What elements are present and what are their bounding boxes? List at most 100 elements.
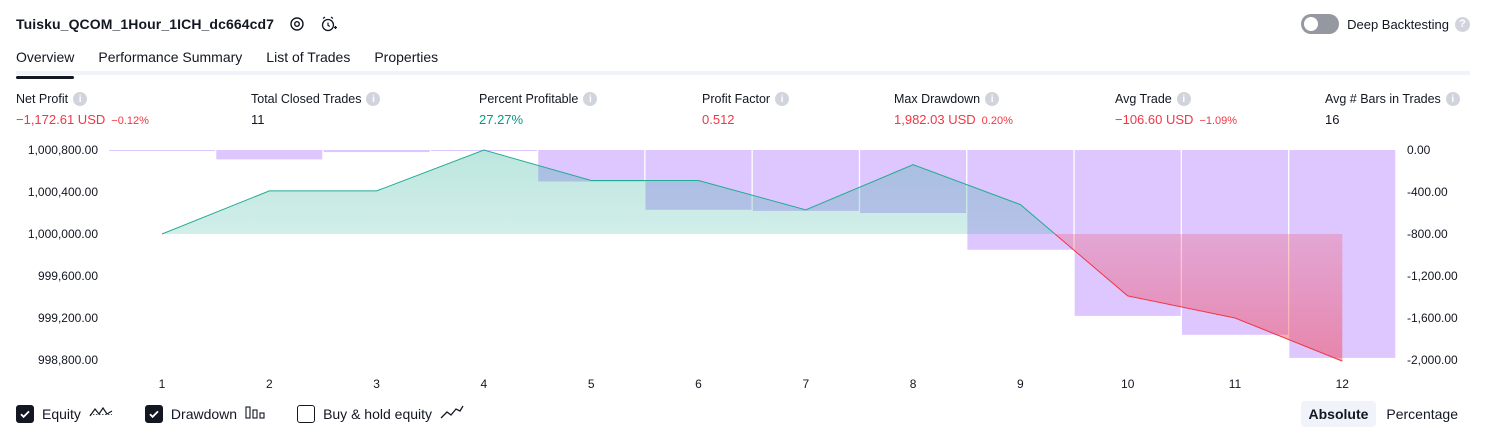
metric-percent: 0.20% bbox=[981, 115, 1013, 127]
left-axis-tick-label: 999,600.00 bbox=[38, 269, 98, 283]
deep-backtesting-toggle[interactable] bbox=[1301, 14, 1340, 34]
x-axis-tick-label: 11 bbox=[1229, 377, 1242, 391]
tab-properties[interactable]: Properties bbox=[374, 49, 439, 65]
right-axis-tick-label: -400.00 bbox=[1407, 185, 1448, 199]
left-axis: 1,000,800.00 1,000,400.00 1,000,000.00 999,… bbox=[28, 143, 98, 367]
metric-value: 27.27% bbox=[479, 112, 524, 127]
equity-area-negative bbox=[162, 234, 1343, 362]
metric-max-drawdown: Max Drawdown i 1,982.03 USD 0.20% bbox=[894, 92, 1013, 127]
metric-value: 11 bbox=[251, 112, 265, 127]
deep-backtesting: Deep Backtesting ? bbox=[1301, 12, 1470, 36]
metric-label: Total Closed Trades bbox=[251, 92, 362, 106]
right-axis-tick-label: 0.00 bbox=[1407, 143, 1431, 157]
left-axis-tick-label: 1,000,400.00 bbox=[28, 185, 98, 199]
equity-point bbox=[698, 180, 699, 181]
equity-point bbox=[483, 149, 484, 150]
metric-value: 1,982.03 USD bbox=[894, 112, 976, 127]
info-icon[interactable]: i bbox=[1176, 92, 1191, 106]
metric-value: 0.512 bbox=[702, 112, 735, 127]
chart-legend: Equity Drawdown Buy & hold equity bbox=[16, 403, 496, 425]
equity-drawdown-chart[interactable]: 1,000,800.00 1,000,400.00 1,000,000.00 999,… bbox=[0, 138, 1486, 396]
buy-hold-checkbox[interactable] bbox=[297, 405, 316, 423]
drawdown-checkbox[interactable] bbox=[144, 405, 163, 423]
right-axis-tick-label: -1,600.00 bbox=[1407, 311, 1458, 325]
x-axis-tick-label: 7 bbox=[802, 377, 809, 391]
metric-value: 16 bbox=[1325, 112, 1340, 127]
legend-equity[interactable]: Equity bbox=[16, 404, 113, 425]
equity-point bbox=[1342, 361, 1343, 362]
right-axis: 0.00 -400.00 -800.00 -1,200.00 -1,600.00 -2,0… bbox=[1407, 143, 1458, 367]
legend-label: Equity bbox=[42, 406, 81, 422]
percentage-button[interactable]: Percentage bbox=[1386, 406, 1458, 422]
metric-percent: −0.12% bbox=[111, 115, 149, 127]
x-axis-tick-label: 6 bbox=[695, 377, 702, 391]
metric-label: Net Profit bbox=[16, 92, 69, 106]
metric-value: −1,172.61 USD bbox=[16, 112, 106, 127]
settings-icon[interactable] bbox=[288, 15, 306, 33]
tab-list-of-trades[interactable]: List of Trades bbox=[266, 49, 351, 65]
equity-checkbox[interactable] bbox=[16, 405, 34, 423]
legend-drawdown[interactable]: Drawdown bbox=[144, 404, 265, 425]
metric-label: Profit Factor bbox=[702, 92, 771, 106]
equity-point bbox=[1020, 204, 1021, 205]
strategy-title: Tuisku_QCOM_1Hour_1ICH_dc664cd7 bbox=[16, 16, 275, 32]
equity-point bbox=[161, 233, 162, 234]
add-alert-icon[interactable] bbox=[320, 15, 338, 33]
tab-performance-summary[interactable]: Performance Summary bbox=[98, 49, 243, 65]
metric-net-profit: Net Profit i −1,172.61 USD −0.12% bbox=[16, 92, 149, 127]
right-axis-tick-label: -1,200.00 bbox=[1407, 269, 1458, 283]
drawdown-bars-icon bbox=[245, 404, 265, 425]
drawdown-bar bbox=[216, 150, 323, 160]
strategy-header: Tuisku_QCOM_1Hour_1ICH_dc664cd7 Deep Bac… bbox=[16, 12, 1470, 36]
info-icon[interactable]: i bbox=[366, 92, 381, 106]
equity-point bbox=[269, 190, 270, 191]
metric-percent: −1.09% bbox=[1199, 115, 1238, 127]
left-axis-tick-label: 1,000,800.00 bbox=[28, 143, 98, 157]
metric-avg-trade: Avg Trade i −106.60 USD −1.09% bbox=[1115, 92, 1237, 127]
info-icon[interactable]: i bbox=[775, 92, 790, 106]
legend-label: Drawdown bbox=[170, 406, 238, 422]
x-axis-tick-label: 1 bbox=[159, 377, 166, 391]
help-icon[interactable]: ? bbox=[1455, 16, 1470, 32]
info-icon[interactable]: i bbox=[1445, 92, 1460, 106]
equity-point bbox=[805, 209, 806, 210]
x-axis-tick-label: 10 bbox=[1121, 377, 1135, 391]
equity-point bbox=[1234, 317, 1235, 318]
metric-label: Percent Profitable bbox=[479, 92, 579, 106]
left-axis-tick-label: 1,000,000.00 bbox=[28, 227, 98, 241]
metric-percent-profitable: Percent Profitable i 27.27% bbox=[479, 92, 598, 127]
equity-area-positive bbox=[162, 150, 1343, 234]
absolute-button[interactable]: Absolute bbox=[1300, 401, 1377, 427]
equity-point bbox=[376, 190, 377, 191]
left-axis-tick-label: 998,800.00 bbox=[38, 353, 98, 367]
x-axis-tick-label: 9 bbox=[1017, 377, 1024, 391]
buy-hold-line-icon bbox=[440, 404, 464, 425]
x-axis-tick-label: 5 bbox=[588, 377, 595, 391]
metric-profit-factor: Profit Factor i 0.512 bbox=[702, 92, 790, 127]
legend-buy-hold-equity[interactable]: Buy & hold equity bbox=[297, 404, 464, 425]
equity-point bbox=[1127, 295, 1128, 296]
equity-point bbox=[913, 164, 914, 165]
x-axis: 1 2 3 4 5 6 7 8 9 10 11 12 bbox=[159, 377, 1350, 391]
metric-label: Avg # Bars in Trades bbox=[1325, 92, 1441, 106]
x-axis-tick-label: 8 bbox=[910, 377, 917, 391]
equity-line-positive bbox=[161, 149, 1056, 234]
left-axis-tick-label: 999,200.00 bbox=[38, 311, 98, 325]
toggle-icon bbox=[1304, 17, 1319, 31]
right-axis-tick-label: -800.00 bbox=[1407, 227, 1448, 241]
info-icon[interactable]: i bbox=[583, 92, 598, 106]
tab-bar: Overview Performance Summary List of Tra… bbox=[16, 44, 1470, 79]
metrics-row: Net Profit i −1,172.61 USD −0.12% Total Cl… bbox=[16, 92, 1470, 132]
metric-label: Max Drawdown bbox=[894, 92, 981, 106]
x-axis-tick-label: 2 bbox=[266, 377, 273, 391]
equity-line-icon bbox=[89, 404, 113, 425]
x-axis-tick-label: 12 bbox=[1336, 377, 1350, 391]
legend-label: Buy & hold equity bbox=[323, 406, 433, 422]
info-icon[interactable]: i bbox=[73, 92, 88, 106]
info-icon[interactable]: i bbox=[985, 92, 1000, 106]
tab-overview[interactable]: Overview bbox=[16, 44, 75, 79]
equity-line-negative bbox=[162, 234, 1343, 362]
right-axis-tick-label: -2,000.00 bbox=[1407, 353, 1458, 367]
metric-avg-bars-in-trades: Avg # Bars in Trades i 16 bbox=[1325, 92, 1460, 127]
value-mode-switch: Absolute Percentage bbox=[1299, 401, 1467, 427]
